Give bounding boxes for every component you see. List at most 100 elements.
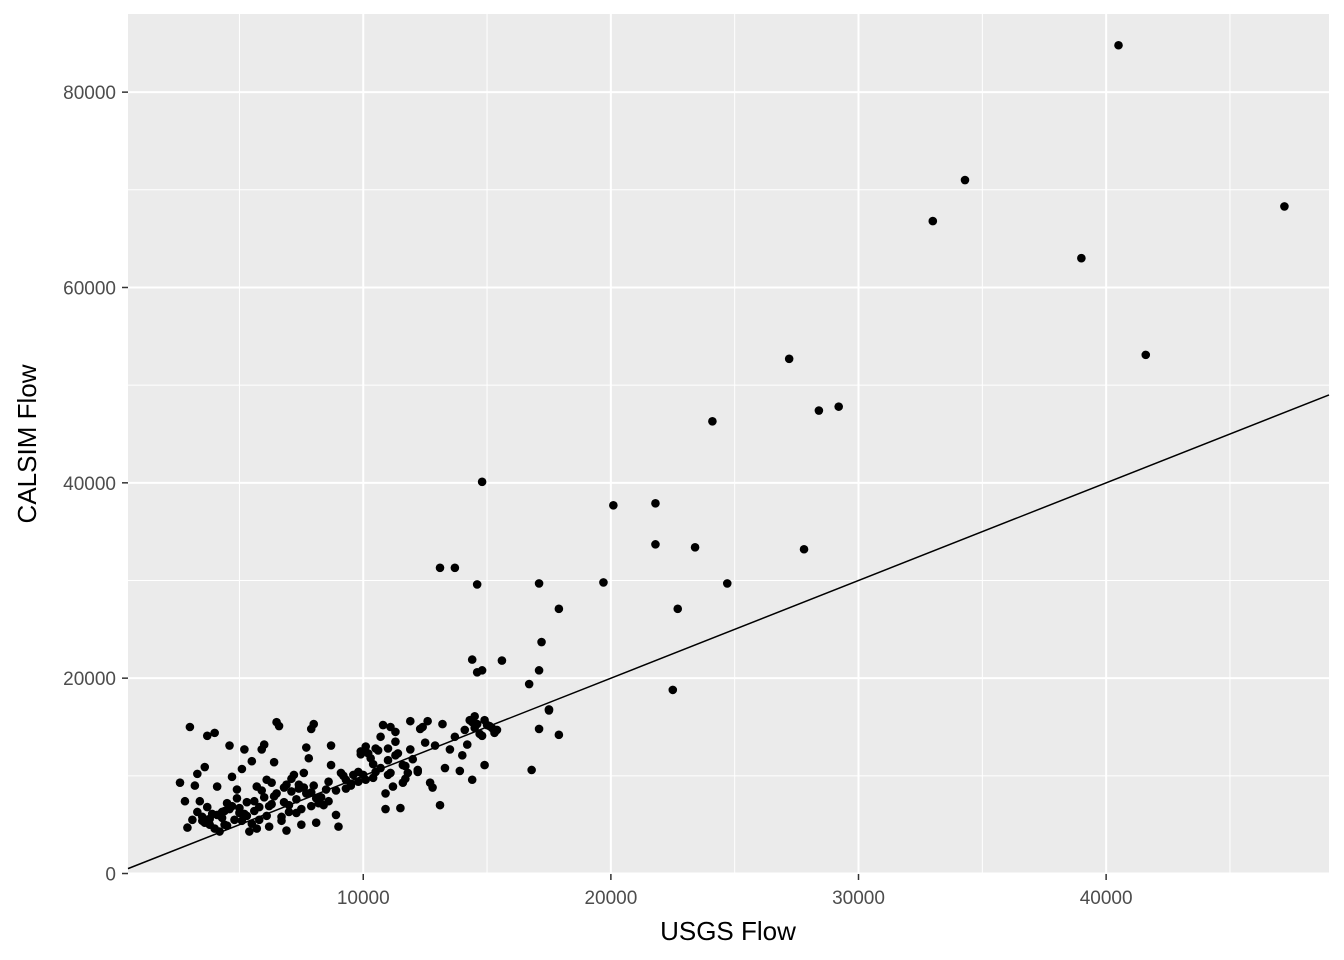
data-point bbox=[554, 730, 564, 740]
data-point bbox=[230, 815, 239, 825]
data-point bbox=[254, 802, 264, 812]
data-point bbox=[430, 741, 440, 750]
data-point bbox=[262, 811, 271, 821]
data-point bbox=[834, 402, 843, 411]
data-point bbox=[257, 745, 267, 754]
data-point bbox=[306, 724, 316, 734]
data-point bbox=[356, 750, 366, 759]
data-point bbox=[249, 796, 259, 806]
data-point bbox=[240, 809, 249, 819]
data-point bbox=[326, 760, 336, 770]
data-point bbox=[383, 744, 393, 753]
data-point bbox=[401, 774, 410, 784]
data-point bbox=[784, 354, 794, 364]
data-point bbox=[240, 745, 249, 754]
data-point bbox=[282, 826, 291, 835]
data-point bbox=[383, 755, 393, 765]
data-point bbox=[311, 818, 321, 828]
data-point bbox=[651, 540, 660, 549]
data-point bbox=[386, 722, 395, 732]
data-point bbox=[242, 797, 252, 807]
data-point bbox=[339, 771, 348, 781]
data-point bbox=[960, 175, 970, 185]
data-point bbox=[264, 801, 274, 811]
x-tick-label: 20000 bbox=[584, 888, 637, 909]
data-point bbox=[408, 754, 418, 764]
data-point bbox=[202, 802, 212, 812]
data-point bbox=[1077, 253, 1086, 263]
data-point bbox=[282, 780, 291, 789]
data-point bbox=[284, 800, 294, 810]
data-point bbox=[200, 818, 210, 828]
data-point bbox=[381, 789, 390, 798]
data-point bbox=[1114, 40, 1123, 50]
data-point bbox=[331, 810, 341, 820]
data-point bbox=[388, 782, 398, 791]
data-point bbox=[284, 807, 294, 817]
data-point bbox=[799, 544, 809, 554]
data-point bbox=[668, 685, 678, 695]
data-point bbox=[480, 760, 489, 770]
data-point bbox=[450, 563, 460, 573]
data-point bbox=[326, 741, 336, 750]
data-point bbox=[363, 749, 373, 758]
data-point bbox=[1141, 350, 1151, 360]
y-axis-title: CALSIM Flow bbox=[12, 364, 42, 523]
data-point bbox=[673, 604, 683, 614]
data-point bbox=[368, 759, 378, 769]
data-point bbox=[353, 777, 363, 787]
data-point bbox=[200, 762, 210, 772]
data-point bbox=[180, 796, 190, 806]
data-point bbox=[202, 731, 212, 741]
data-point bbox=[396, 803, 405, 813]
data-point bbox=[651, 499, 660, 508]
data-point bbox=[341, 784, 351, 793]
data-point bbox=[472, 580, 482, 589]
data-point bbox=[472, 668, 482, 677]
data-point bbox=[450, 732, 460, 742]
data-point bbox=[381, 804, 390, 814]
data-point bbox=[609, 500, 618, 510]
data-point bbox=[311, 794, 321, 803]
data-point bbox=[435, 563, 445, 573]
grid-major bbox=[128, 14, 1329, 875]
data-point bbox=[524, 679, 534, 689]
data-point bbox=[269, 757, 279, 767]
data-point bbox=[269, 792, 279, 801]
data-point bbox=[398, 760, 408, 770]
data-point bbox=[405, 745, 415, 754]
data-point bbox=[292, 794, 301, 804]
data-point bbox=[188, 815, 197, 825]
data-point bbox=[267, 778, 276, 787]
data-point bbox=[376, 732, 385, 742]
data-point bbox=[309, 781, 319, 790]
data-point bbox=[277, 816, 286, 826]
data-point bbox=[193, 807, 202, 817]
data-point bbox=[814, 406, 824, 415]
data-point bbox=[440, 763, 450, 773]
data-point bbox=[217, 813, 227, 823]
y-tick-label: 20000 bbox=[63, 669, 116, 690]
data-point bbox=[438, 719, 447, 729]
data-point bbox=[485, 721, 494, 731]
data-point bbox=[391, 751, 400, 760]
data-point bbox=[264, 822, 274, 831]
data-point bbox=[227, 772, 237, 782]
y-axis: 0 20000 40000 60000 80000 bbox=[63, 83, 128, 886]
data-point bbox=[259, 793, 269, 802]
data-point bbox=[371, 744, 380, 753]
data-point bbox=[554, 604, 564, 614]
data-point bbox=[534, 579, 544, 588]
data-point bbox=[257, 786, 267, 795]
data-point bbox=[537, 637, 546, 647]
data-point bbox=[470, 723, 479, 733]
data-point bbox=[462, 740, 472, 749]
data-point bbox=[376, 763, 385, 773]
data-point bbox=[195, 796, 205, 806]
data-point bbox=[299, 768, 309, 778]
data-point bbox=[237, 816, 247, 826]
data-point bbox=[306, 801, 316, 811]
x-axis-title: USGS Flow bbox=[660, 916, 796, 946]
data-point bbox=[467, 775, 477, 785]
